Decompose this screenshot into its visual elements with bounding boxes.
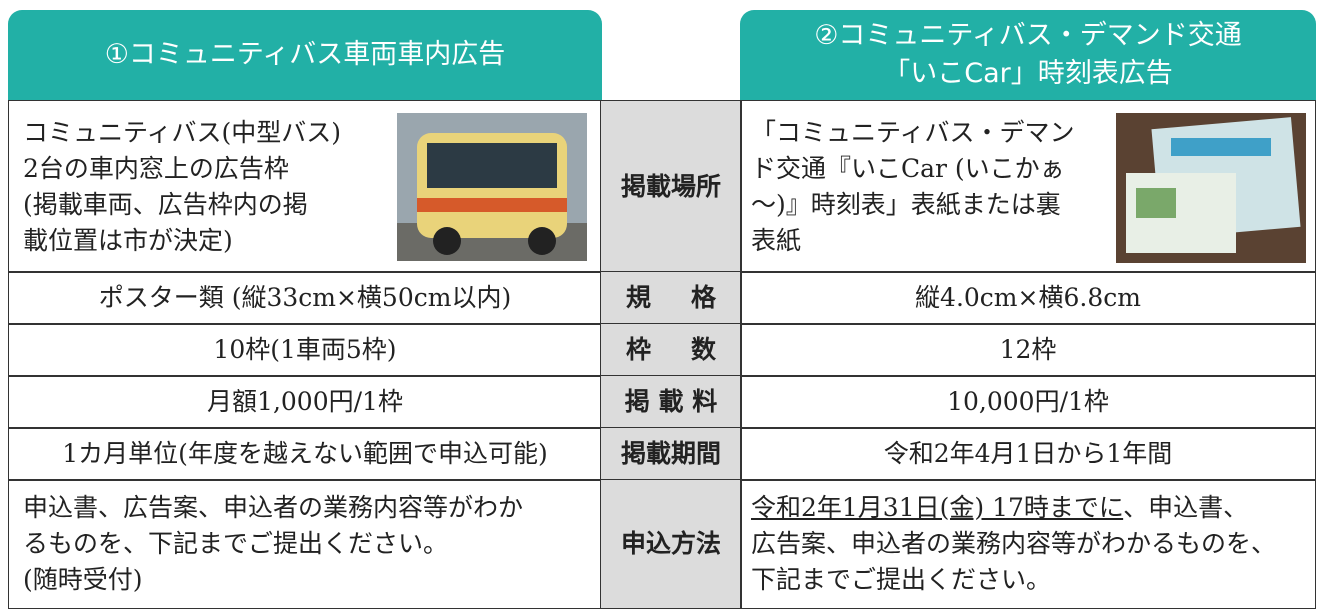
header-left: ①コミュニティバス車両車内広告: [8, 10, 602, 100]
timetable-photo: [1116, 113, 1306, 263]
cell: 「コミュニティバス・デマン ド交通『いこCar (いこかぁ ～)』時刻表」表紙または…: [740, 100, 1316, 273]
label: 申込方法: [620, 529, 721, 558]
text: ポスター類 (縦33cm×横50cm以内): [98, 283, 512, 312]
label-cell: 規格: [600, 271, 742, 325]
text: (掲載車両、広告枠内の掲: [23, 189, 308, 219]
text-line: 令和2年1月31日(金) 17時までに、申込書、: [751, 490, 1305, 526]
header-text: ①コミュニティバス車両車内広告: [104, 39, 506, 70]
text: ド交通『いこCar (いこかぁ: [751, 153, 1065, 183]
text: 申込書、広告案、申込者の業務内容等がわか: [23, 493, 524, 522]
text: 10枠(1車両5枠): [213, 335, 397, 364]
text: ～)』時刻表」表紙または裏: [751, 189, 1061, 219]
header-right: ②コミュニティバス・デマンド交通 「いこCar」時刻表広告: [740, 10, 1316, 100]
text: 載位置は市が決定): [23, 225, 233, 255]
cell: 令和2年4月1日から1年間: [740, 427, 1316, 481]
cell: ポスター類 (縦33cm×横50cm以内): [8, 271, 602, 325]
header-text: 「いこCar」時刻表広告: [883, 58, 1173, 89]
text: 「コミュニティバス・デマン: [751, 117, 1075, 147]
label: 規格: [625, 283, 756, 312]
text: 広告案、申込者の業務内容等がわかるものを、: [751, 529, 1277, 558]
text: 表紙: [751, 225, 802, 255]
text: 令和2年4月1日から1年間: [883, 439, 1173, 468]
cell: 12枠: [740, 323, 1316, 377]
cell: 10枠(1車両5枠): [8, 323, 602, 377]
label-cell: 掲載場所: [600, 100, 742, 273]
label-cell: 申込方法: [600, 479, 742, 609]
cell: 10,000円/1枠: [740, 375, 1316, 429]
cell: 月額1,000円/1枠: [8, 375, 602, 429]
text: 縦4.0cm×横6.8cm: [915, 283, 1141, 312]
text: るものを、下記までご提出ください。: [23, 529, 449, 558]
label-cell: 掲載期間: [600, 427, 742, 481]
text: 月額1,000円/1枠: [207, 387, 403, 416]
text: (随時受付): [23, 565, 143, 594]
label: 掲載場所: [620, 171, 721, 201]
cell: 令和2年1月31日(金) 17時までに、申込書、 広告案、申込者の業務内容等がわ…: [740, 479, 1316, 609]
label: 掲載期間: [620, 439, 721, 468]
text: 10,000円/1枠: [947, 387, 1109, 416]
label-cell: 掲載料: [600, 375, 742, 429]
text: 1カ月単位(年度を越えない範囲で申込可能): [62, 439, 548, 468]
label: 枠数: [625, 335, 756, 364]
cell: 1カ月単位(年度を越えない範囲で申込可能): [8, 427, 602, 481]
cell: 申込書、広告案、申込者の業務内容等がわか るものを、下記までご提出ください。 (随時…: [8, 479, 602, 609]
text: 、申込書、: [1123, 493, 1249, 522]
label-cell: 枠数: [600, 323, 742, 377]
deadline: 令和2年1月31日(金) 17時までに: [751, 493, 1124, 522]
text: 12枠: [999, 335, 1057, 364]
cell: コミュニティバス(中型バス) 2台の車内窓上の広告枠 (掲載車両、広告枠内の掲 載位置…: [8, 100, 602, 273]
cell: 縦4.0cm×横6.8cm: [740, 271, 1316, 325]
header-text: ②コミュニティバス・デマンド交通: [814, 20, 1242, 51]
text: 2台の車内窓上の広告枠: [23, 153, 289, 183]
text: コミュニティバス(中型バス): [23, 117, 342, 147]
bus-photo: [397, 113, 587, 261]
label: 掲載料: [624, 387, 726, 416]
text: 下記までご提出ください。: [751, 565, 1052, 594]
